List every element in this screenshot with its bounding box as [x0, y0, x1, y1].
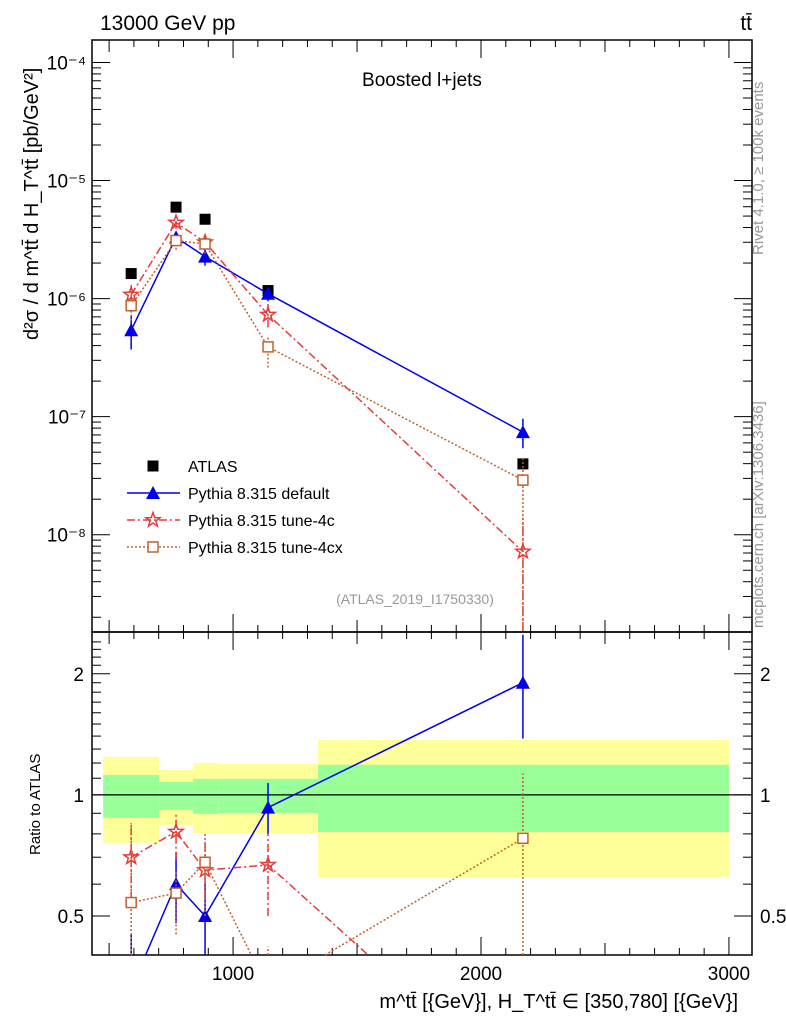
mcplots-label: mcplots.cern.ch [arXiv:1306.3436]	[750, 401, 767, 628]
ratio-point-pythia-8-315-default	[261, 800, 276, 814]
y-tick-label: 10⁻⁷	[48, 408, 86, 429]
x-tick-label: 2000	[460, 964, 502, 985]
ratio-point-pythia-8-315-default	[169, 877, 184, 891]
ratio-panel: 1000 2000 3000 0.5 0.5 1 1 2 2	[58, 631, 786, 985]
legend-marker-pythia-8-315-tune-4cx	[147, 541, 159, 553]
data-point-pythia-8-315-tune-4c	[166, 212, 186, 231]
ratio-y-tick-label: 0.5	[58, 907, 84, 928]
line-pythia-8-315-tune-4c	[130, 221, 524, 553]
legend-label-atlas: ATLAS	[188, 459, 238, 476]
data-point-atlas	[199, 213, 211, 225]
y-tick-label: 10⁻⁴	[47, 53, 86, 74]
ratio-y-tick-label: 1	[73, 786, 84, 807]
legend-marker-pythia-8-315-default	[146, 486, 160, 499]
y-tick-label: 10⁻⁵	[47, 172, 86, 193]
data-point-pythia-8-315-default	[124, 323, 139, 337]
data-point-pythia-8-315-tune-4cx	[199, 238, 211, 250]
band-green	[159, 781, 194, 810]
ratio-y-tick-label: 2	[73, 665, 84, 686]
legend-label-pythia-8-315-tune-4c: Pythia 8.315 tune-4c	[188, 513, 335, 530]
chart-title: Boosted l+jets	[362, 70, 482, 91]
legend: ATLAS Pythia 8.315 default Pythia 8.315 tu…	[127, 459, 343, 557]
legend-marker-pythia-8-315-tune-4c	[143, 510, 163, 528]
ratio-point-pythia-8-315-tune-4cx	[125, 896, 137, 909]
ratio-y-tick-label-right: 0.5	[760, 907, 786, 928]
data-point-pythia-8-315-tune-4c	[258, 304, 278, 323]
band-green	[103, 774, 160, 818]
data-point-pythia-8-315-default	[515, 425, 530, 439]
line-pythia-8-315-default	[130, 236, 524, 433]
rivet-label: Rivet 4.1.0, ≥ 100k events	[750, 82, 767, 255]
ratio-y-tick-label-right: 2	[760, 665, 771, 686]
y-axis-label: d²σ / d m^tt̄ d H_T^tt̄ [pb/GeV²]	[21, 68, 43, 340]
data-point-pythia-8-315-default	[261, 286, 276, 300]
ratio-point-pythia-8-315-tune-4c	[121, 847, 141, 866]
x-tick-label: 1000	[212, 964, 254, 985]
data-point-pythia-8-315-default	[198, 249, 213, 263]
y-tick-label: 10⁻⁸	[47, 526, 86, 547]
x-axis-label: m^tt̄ [{GeV}], H_T^tt̄ ∈ [350,780] [{GeV…	[379, 991, 738, 1013]
legend-marker-atlas	[147, 460, 159, 472]
ratio-point-pythia-8-315-default	[515, 675, 530, 689]
data-point-atlas	[170, 201, 182, 213]
data-point-atlas	[125, 268, 137, 280]
data-point-pythia-8-315-tune-4cx	[262, 341, 274, 353]
legend-label-pythia-8-315-tune-4cx: Pythia 8.315 tune-4cx	[188, 540, 343, 557]
data-point-pythia-8-315-tune-4cx	[125, 299, 137, 312]
band-green	[193, 778, 219, 814]
analysis-label: (ATLAS_2019_I1750330)	[336, 591, 494, 607]
legend-label-pythia-8-315-default: Pythia 8.315 default	[188, 486, 330, 503]
y-tick-label: 10⁻⁶	[47, 290, 86, 311]
ratio-y-axis-label: Ratio to ATLAS	[27, 754, 44, 855]
x-tick-label: 3000	[708, 964, 750, 985]
data-point-pythia-8-315-tune-4cx	[517, 474, 529, 486]
ratio-point-pythia-8-315-tune-4cx	[170, 887, 182, 899]
ratio-frame	[91, 631, 753, 956]
ratio-point-pythia-8-315-tune-4c	[258, 855, 278, 873]
process-label: tt̄	[740, 12, 752, 35]
data-point-pythia-8-315-tune-4cx	[170, 234, 182, 247]
ratio-point-pythia-8-315-tune-4cx	[199, 856, 211, 869]
ratio-y-tick-label-right: 1	[760, 786, 771, 807]
ratio-point-pythia-8-315-tune-4c	[166, 821, 186, 840]
line-pythia-8-315-tune-4cx	[130, 239, 524, 481]
data-point-pythia-8-315-tune-4c	[121, 284, 141, 303]
energy-label: 13000 GeV pp	[100, 12, 235, 35]
ratio-point-pythia-8-315-tune-4cx	[517, 832, 529, 845]
